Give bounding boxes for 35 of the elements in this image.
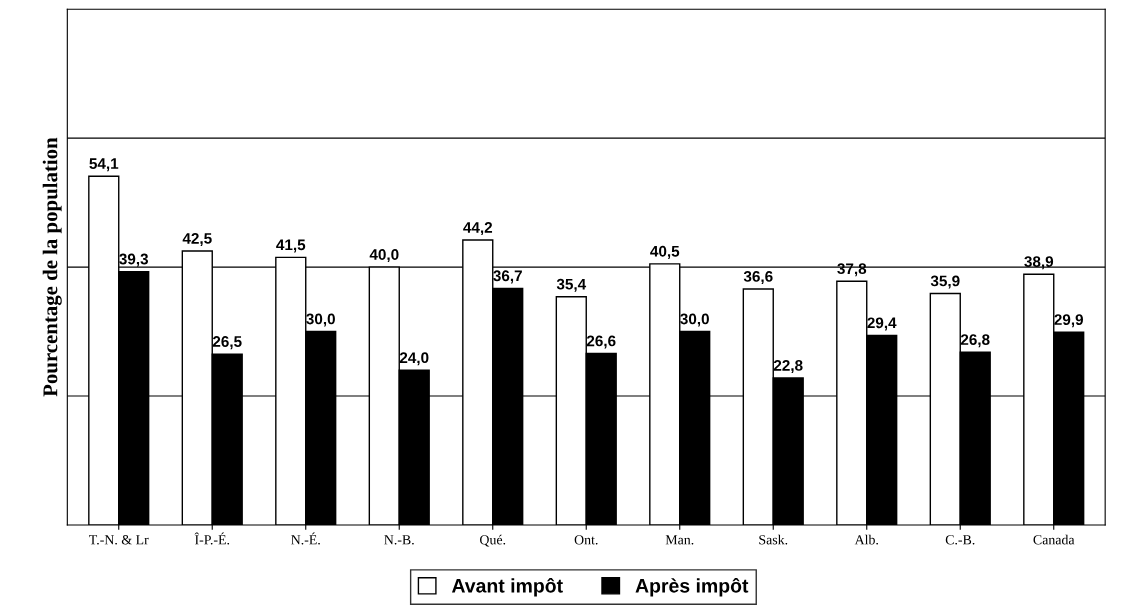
data-label: 26,5 (212, 336, 242, 350)
data-label: 38,9 (1024, 256, 1054, 270)
data-label: 29,4 (867, 317, 897, 331)
data-label: 36,6 (743, 271, 773, 285)
data-label: 40,0 (369, 249, 399, 263)
data-label: 39,3 (119, 253, 149, 267)
data-label: 54,1 (89, 158, 119, 172)
data-label: 44,2 (463, 222, 493, 236)
data-label: 29,9 (1054, 314, 1084, 328)
data-label: 22,8 (773, 359, 803, 374)
data-label: 30,0 (306, 313, 335, 327)
legend-label: Avant impôt (451, 577, 563, 597)
x-tick-label: Î-P.-É. (194, 532, 230, 545)
x-tick-label: Sask. (759, 534, 788, 545)
data-label: 30,0 (680, 313, 709, 327)
data-label: 40,5 (650, 245, 680, 259)
x-tick-label: T.-N. & Lr (89, 535, 149, 545)
data-label: 35,4 (556, 278, 587, 292)
x-tick-label: Ont. (574, 535, 598, 545)
x-tick-label: Qué. (480, 534, 506, 547)
x-tick-label: N.-B. (384, 535, 414, 545)
x-tick-label: Canada (1033, 534, 1075, 545)
data-label: 26,8 (960, 334, 990, 348)
data-label: 36,7 (493, 270, 522, 284)
data-label: 24,0 (399, 352, 429, 366)
x-tick-label: Alb. (854, 534, 878, 545)
x-tick-label: C.-B. (945, 535, 975, 545)
legend-label: Après impôt (635, 577, 749, 597)
data-label: 35,9 (930, 275, 960, 289)
data-label: 26,6 (586, 335, 616, 349)
x-tick-label: Man. (665, 535, 694, 545)
y-axis-title: Pourcentage de la population (42, 137, 62, 397)
data-label: 41,5 (276, 239, 306, 253)
x-tick-label: N.-É. (291, 532, 320, 545)
data-label: 42,5 (182, 232, 212, 246)
